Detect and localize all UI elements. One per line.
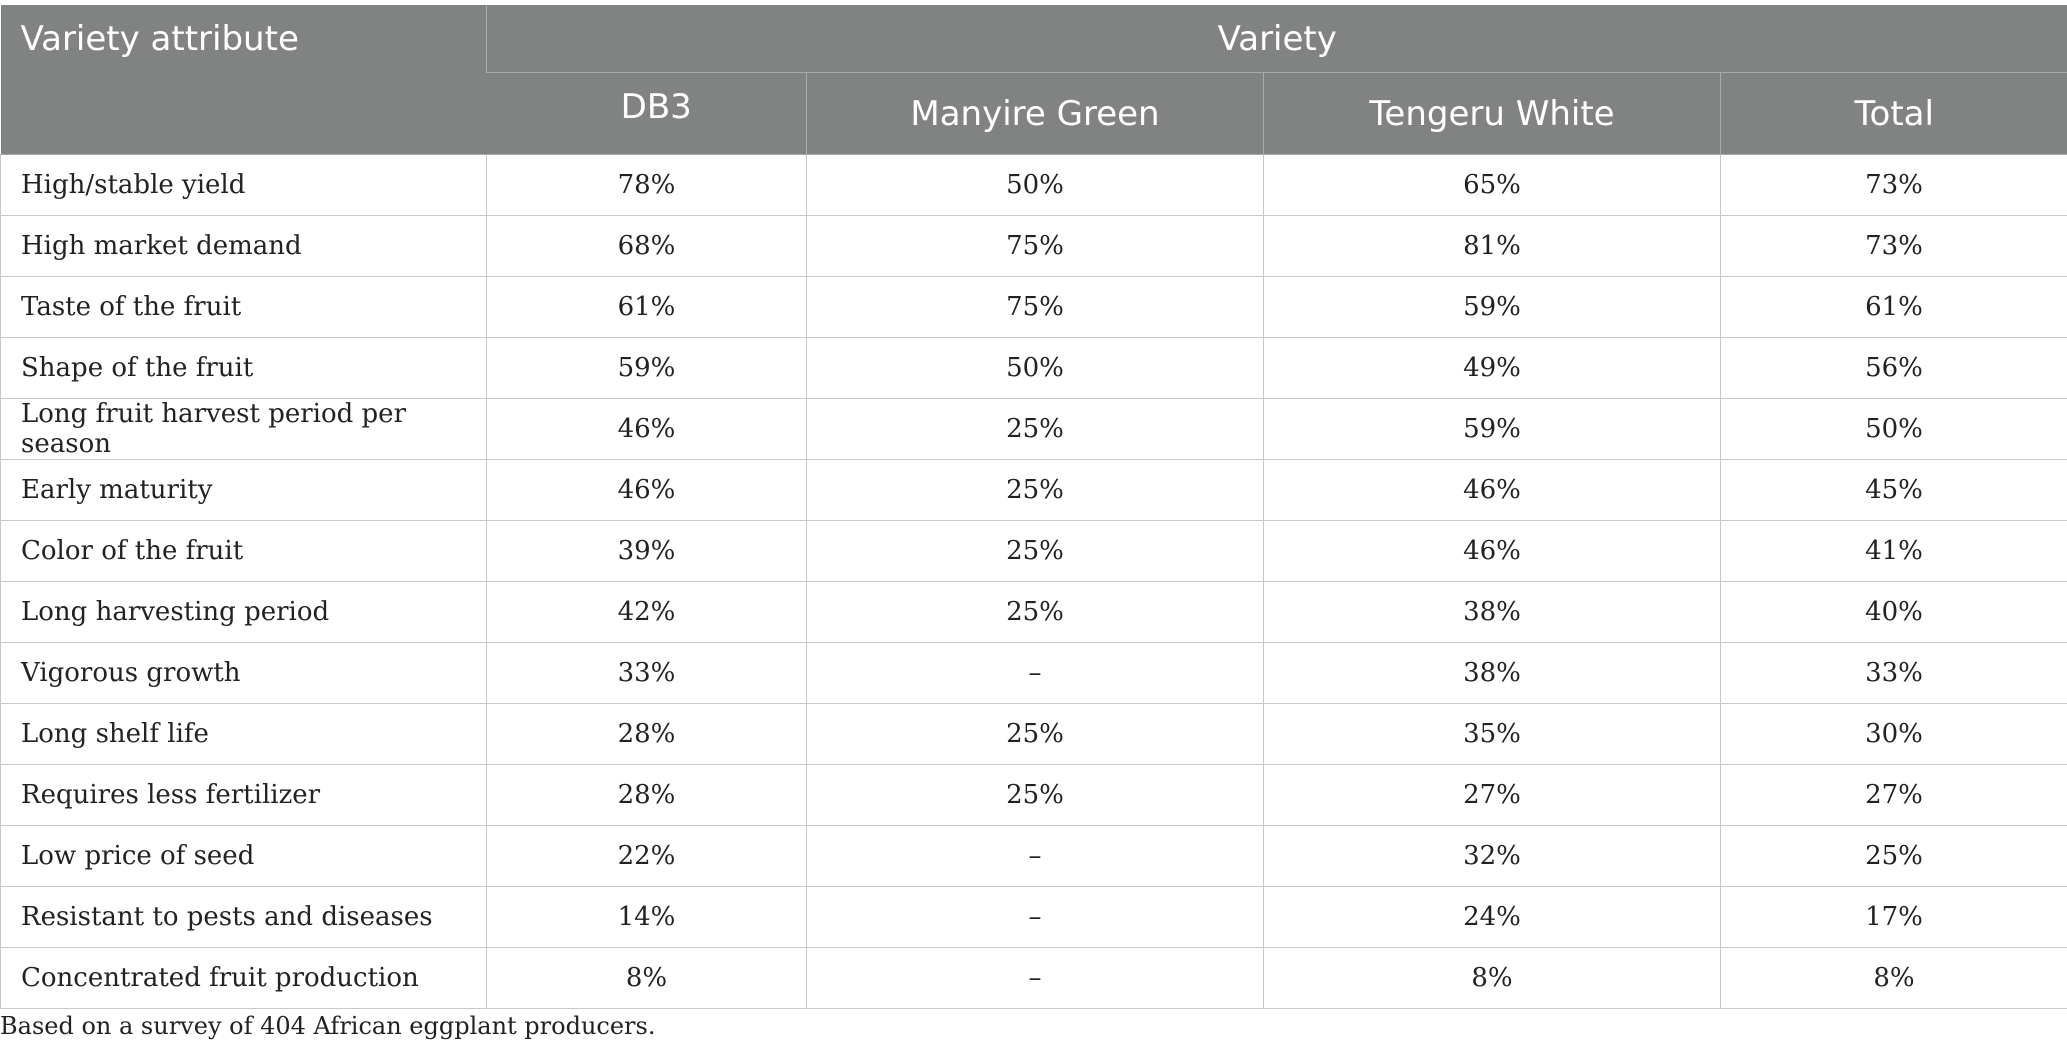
value-cell: 68% <box>486 215 807 277</box>
value-cell: 8% <box>486 947 807 1009</box>
value-cell: – <box>806 947 1264 1009</box>
value-cell: 28% <box>486 764 807 826</box>
attribute-cell: Long fruit harvest period per season <box>0 398 487 460</box>
value-cell: 50% <box>806 154 1264 216</box>
attribute-cell: High market demand <box>0 215 487 277</box>
value-cell: 25% <box>1720 825 2067 887</box>
value-cell: 41% <box>1720 520 2067 582</box>
value-cell: 46% <box>1263 459 1721 521</box>
value-cell: 17% <box>1720 886 2067 948</box>
value-cell: 75% <box>806 215 1264 277</box>
attribute-cell: Long harvesting period <box>0 581 487 643</box>
attribute-cell: Shape of the fruit <box>0 337 487 399</box>
value-cell: 59% <box>1263 398 1721 460</box>
value-cell: 50% <box>1720 398 2067 460</box>
attribute-cell: Resistant to pests and diseases <box>0 886 487 948</box>
value-cell: 38% <box>1263 642 1721 704</box>
table-footnote: Based on a survey of 404 African eggplan… <box>0 1012 656 1040</box>
value-cell: 78% <box>486 154 807 216</box>
header-variety-group: Variety <box>486 5 2067 73</box>
attribute-cell: High/stable yield <box>0 154 487 216</box>
attribute-cell: Long shelf life <box>0 703 487 765</box>
value-cell: 27% <box>1263 764 1721 826</box>
table-row: Concentrated fruit production 8% –8% 8% <box>0 947 2067 1009</box>
value-cell: 25% <box>806 703 1264 765</box>
header-variety-attribute: Variety attribute <box>0 5 487 155</box>
value-cell: 22% <box>486 825 807 887</box>
value-cell: 61% <box>1720 276 2067 338</box>
value-cell: 46% <box>1263 520 1721 582</box>
table-row: Resistant to pests and diseases 14% –24% 17… <box>0 886 2067 948</box>
value-cell: 38% <box>1263 581 1721 643</box>
value-cell: 14% <box>486 886 807 948</box>
table-row: Color of the fruit 39% 25% 46% 41% <box>0 520 2067 582</box>
value-cell: 73% <box>1720 154 2067 216</box>
table-row: High market demand 68% 75% 81% 73% <box>0 215 2067 277</box>
header-db3: DB3 <box>486 72 807 155</box>
attribute-cell: Low price of seed <box>0 825 487 887</box>
value-cell: 75% <box>806 276 1264 338</box>
value-cell: – <box>806 825 1264 887</box>
value-cell: 61% <box>486 276 807 338</box>
value-cell: 25% <box>806 581 1264 643</box>
attribute-cell: Early maturity <box>0 459 487 521</box>
value-cell: 35% <box>1263 703 1721 765</box>
value-cell: 27% <box>1720 764 2067 826</box>
header-tengeru-white: Tengeru White <box>1263 72 1721 155</box>
table-row: Long harvesting period 42% 25% 38% 40% <box>0 581 2067 643</box>
value-cell: 8% <box>1720 947 2067 1009</box>
value-cell: 73% <box>1720 215 2067 277</box>
table-row: Vigorous growth 33% –38% 33% <box>0 642 2067 704</box>
value-cell: 42% <box>486 581 807 643</box>
value-cell: 59% <box>486 337 807 399</box>
value-cell: 40% <box>1720 581 2067 643</box>
attribute-cell: Concentrated fruit production <box>0 947 487 1009</box>
value-cell: – <box>806 642 1264 704</box>
value-cell: – <box>806 886 1264 948</box>
value-cell: 33% <box>486 642 807 704</box>
value-cell: 56% <box>1720 337 2067 399</box>
table-row: Shape of the fruit 59% 50% 49% 56% <box>0 337 2067 399</box>
value-cell: 49% <box>1263 337 1721 399</box>
value-cell: 25% <box>806 398 1264 460</box>
attribute-cell: Requires less fertilizer <box>0 764 487 826</box>
header-total: Total <box>1720 72 2067 155</box>
value-cell: 59% <box>1263 276 1721 338</box>
table-row: Taste of the fruit 61% 75% 59% 61% <box>0 276 2067 338</box>
variety-attribute-table: Variety attribute Variety DB3 Manyire Gr… <box>0 5 2067 1009</box>
header-row-group: Variety attribute Variety <box>0 5 2067 155</box>
attribute-cell: Vigorous growth <box>0 642 487 704</box>
table-row: Long fruit harvest period per season 46% 2… <box>0 398 2067 460</box>
attribute-cell: Taste of the fruit <box>0 276 487 338</box>
attribute-cell: Color of the fruit <box>0 520 487 582</box>
table-row: High/stable yield 78% 50% 65% 73% <box>0 154 2067 216</box>
value-cell: 46% <box>486 398 807 460</box>
header-row-varieties: DB3 Manyire Green Tengeru White Total <box>1 72 2067 155</box>
value-cell: 32% <box>1263 825 1721 887</box>
value-cell: 30% <box>1720 703 2067 765</box>
header-manyire-green: Manyire Green <box>806 72 1264 155</box>
table-row: Long shelf life 28% 25% 35% 30% <box>0 703 2067 765</box>
value-cell: 25% <box>806 764 1264 826</box>
value-cell: 25% <box>806 520 1264 582</box>
value-cell: 24% <box>1263 886 1721 948</box>
table-header: Variety attribute Variety DB3 Manyire Gr… <box>0 5 2067 155</box>
table-body: High/stable yield 78% 50% 65% 73% High market… <box>0 154 2067 1009</box>
value-cell: 46% <box>486 459 807 521</box>
value-cell: 39% <box>486 520 807 582</box>
table-row: Low price of seed 22% –32% 25% <box>0 825 2067 887</box>
value-cell: 25% <box>806 459 1264 521</box>
value-cell: 8% <box>1263 947 1721 1009</box>
table-row: Requires less fertilizer 28% 25% 27% 27% <box>0 764 2067 826</box>
value-cell: 45% <box>1720 459 2067 521</box>
table-row: Early maturity 46% 25% 46% 45% <box>0 459 2067 521</box>
value-cell: 81% <box>1263 215 1721 277</box>
value-cell: 65% <box>1263 154 1721 216</box>
value-cell: 50% <box>806 337 1264 399</box>
value-cell: 28% <box>486 703 807 765</box>
data-table-container: Variety attribute Variety DB3 Manyire Gr… <box>0 5 2067 1009</box>
value-cell: 33% <box>1720 642 2067 704</box>
